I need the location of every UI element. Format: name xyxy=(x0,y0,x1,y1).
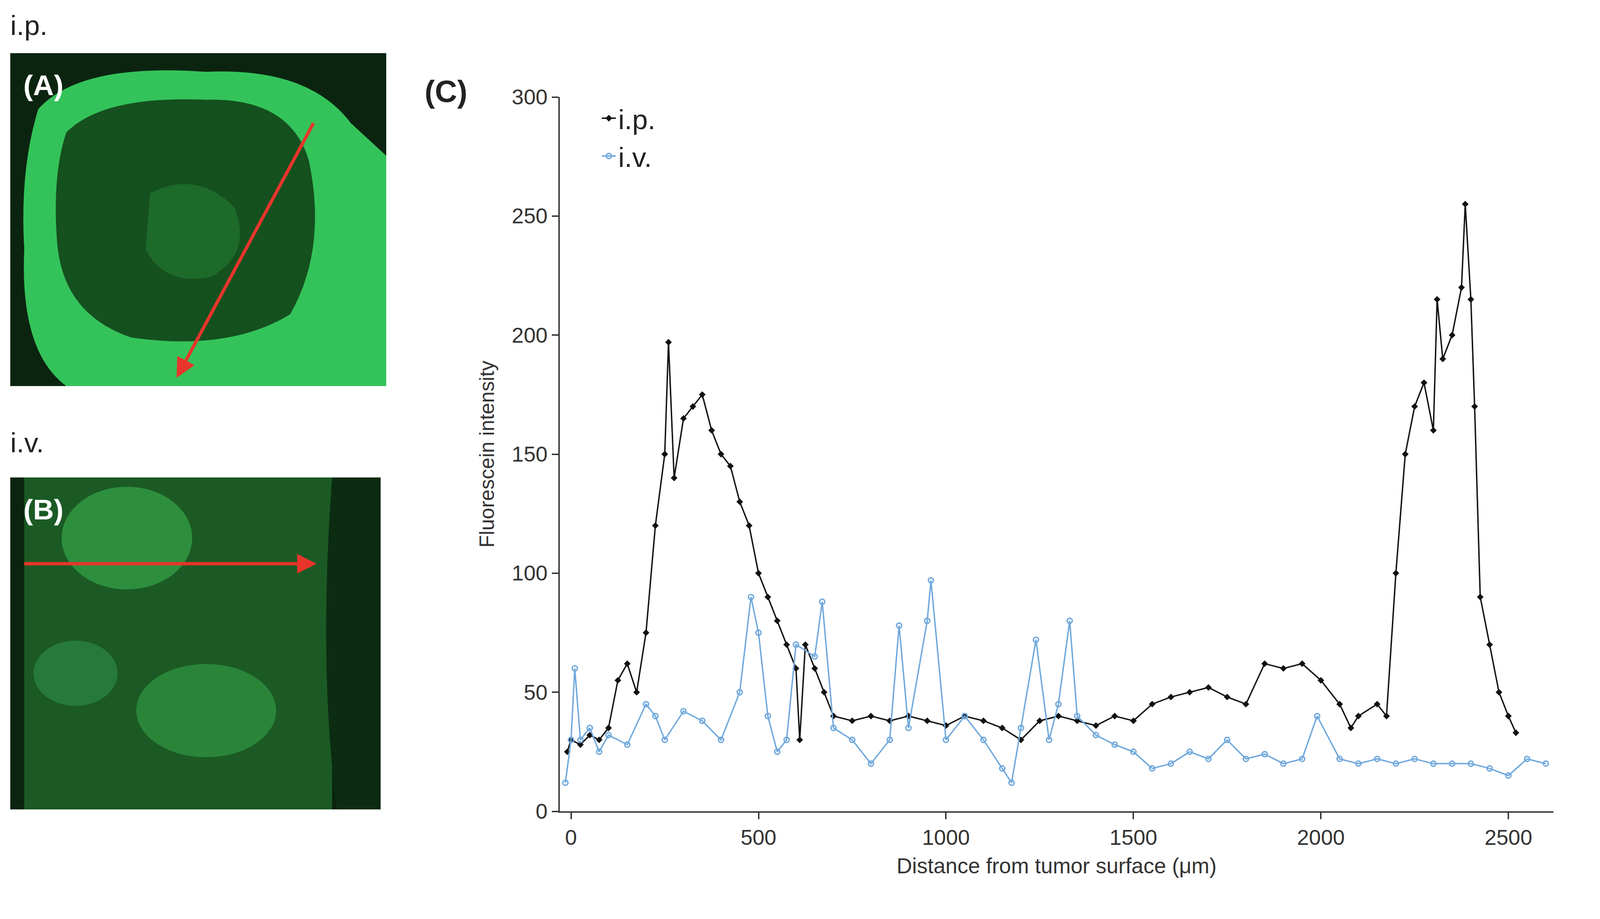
svg-text:1000: 1000 xyxy=(922,825,970,850)
html-text:i.p.: i.p. xyxy=(10,9,48,42)
svg-text:300: 300 xyxy=(511,84,548,110)
svg-text:2500: 2500 xyxy=(1484,825,1532,850)
svg-text:500: 500 xyxy=(740,825,777,850)
svg-text:(A): (A) xyxy=(23,69,64,102)
svg-text:250: 250 xyxy=(511,203,548,229)
svg-text:0: 0 xyxy=(564,825,578,850)
svg-text:Distance from tumor surface (μ: Distance from tumor surface (μm) xyxy=(896,854,1217,879)
svg-text:200: 200 xyxy=(511,323,548,348)
svg-text:0: 0 xyxy=(535,799,548,824)
svg-text:(B): (B) xyxy=(23,493,64,526)
svg-text:100: 100 xyxy=(511,561,548,586)
svg-text:50: 50 xyxy=(523,680,548,705)
html-text:i.v.: i.v. xyxy=(10,427,44,459)
svg-text:i.v.: i.v. xyxy=(618,141,652,174)
svg-text:(C): (C) xyxy=(424,74,468,109)
svg-text:2000: 2000 xyxy=(1296,825,1345,850)
svg-text:Fluorescein intensity: Fluorescein intensity xyxy=(475,360,499,548)
svg-text:150: 150 xyxy=(511,442,548,467)
svg-text:1500: 1500 xyxy=(1109,825,1158,850)
svg-text:i.p.: i.p. xyxy=(618,104,656,136)
